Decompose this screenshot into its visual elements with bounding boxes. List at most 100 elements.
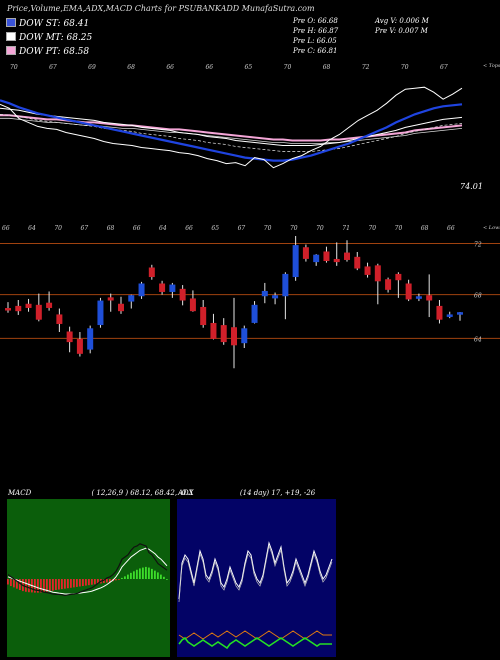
price-bottom-tick-label: 64: [28, 225, 36, 232]
minus-di-line: [178, 630, 332, 640]
macd-histogram-bar: [85, 579, 87, 586]
candle-body: [241, 328, 248, 344]
candle-body: [159, 283, 166, 292]
candle-body: [436, 305, 443, 320]
macd-histogram-bar: [40, 579, 42, 593]
price-bottom-tick-label: 66: [185, 225, 193, 232]
ema-top-tick-label: 67: [49, 64, 57, 71]
price-bottom-tick-label: 70: [368, 225, 376, 232]
macd-histogram-bar: [28, 579, 30, 593]
macd-histogram-bar: [88, 579, 90, 586]
macd-histogram-bar: [49, 579, 51, 592]
candle-body: [251, 304, 258, 323]
candle-body: [231, 327, 237, 346]
macd-histogram-bar: [61, 579, 63, 590]
macd-histogram-bar: [43, 579, 45, 593]
candle-body: [200, 306, 207, 326]
adx-header: ADX (14 day) 17, +19, -26: [178, 489, 315, 497]
macd-histogram-bar: [37, 579, 39, 593]
legend-label-pt: DOW PT: 68.58: [19, 47, 90, 57]
candle-body: [169, 284, 176, 292]
macd-histogram-bar: [70, 579, 72, 588]
stat-open: Pre O: 66.68: [293, 17, 338, 25]
candle-body: [261, 290, 268, 297]
macd-histogram-bar: [142, 567, 144, 579]
macd-histogram-bar: [58, 579, 60, 590]
candle-body: [179, 288, 186, 301]
candle-body: [313, 254, 320, 263]
candle-body: [128, 295, 135, 302]
macd-histogram-bar: [148, 567, 150, 579]
price-bottom-tick-label: 67: [238, 225, 246, 232]
ema-top-tick-label: 72: [362, 64, 370, 71]
macd-histogram-bar: [76, 579, 78, 587]
price-candle-panel: 66 64 70 67 68 66 64 66 65 67 70 70 70 71 70 70 68 66 < Lo…: [0, 225, 500, 369]
candle-body: [344, 252, 350, 260]
macd-histogram-bar: [109, 579, 111, 583]
stat-low: Pre L: 66.05: [293, 37, 337, 45]
ema-top-tick-label: 70: [10, 64, 18, 71]
candle-body: [220, 325, 227, 343]
macd-histogram-bar: [151, 568, 153, 579]
candle-body: [333, 258, 340, 263]
plus-di-line: [178, 636, 332, 650]
macd-histogram-bar: [115, 579, 117, 581]
macd-histogram-bar: [139, 568, 141, 579]
candle-body: [56, 314, 63, 324]
macd-histogram-bar: [25, 579, 27, 592]
candle-body: [76, 338, 83, 354]
price-edge-label: < Lows: [483, 225, 500, 231]
macd-histogram-bar: [145, 566, 147, 579]
stat-high: Pre H: 66.87: [293, 27, 339, 35]
macd-histogram-bar: [127, 574, 129, 579]
legend-item-dow-st: DOW ST: 68.41: [6, 18, 89, 29]
candle-body: [118, 303, 124, 312]
macd-histogram-bar: [55, 579, 57, 590]
candle-body: [395, 273, 402, 281]
macd-histogram-bar: [157, 572, 159, 579]
macd-line: [7, 543, 168, 597]
macd-histogram-bar: [91, 579, 93, 585]
macd-signal-line: [7, 547, 168, 595]
legend-item-dow-mt: DOW MT: 68.25: [6, 32, 92, 43]
price-y-tick-label: 72: [474, 241, 482, 248]
stat-close: Pre C: 66.81: [293, 47, 338, 55]
legend-label-st: DOW ST: 68.41: [19, 19, 90, 29]
ema-top-tick-label: 67: [440, 64, 448, 71]
candle-body: [323, 251, 330, 262]
macd-panel: [7, 499, 170, 657]
candle-body: [364, 266, 371, 275]
macd-histogram-bar: [13, 579, 15, 588]
price-bottom-tick-label: 64: [159, 225, 167, 232]
candle-body: [46, 302, 53, 308]
macd-histogram-bar: [133, 571, 135, 579]
macd-histogram-bar: [34, 579, 36, 593]
price-bottom-tick-label: 70: [54, 225, 62, 232]
adx-params: (14 day) 17, +19, -26: [239, 489, 316, 497]
price-bottom-tick-label: 66: [133, 225, 141, 232]
price-bottom-tick-label: 70: [264, 225, 272, 232]
ema-top-tick-label: 65: [245, 64, 253, 71]
price-bottom-tick-label: 70: [316, 225, 324, 232]
macd-params: ( 12,26,9 ) 68.12, 68.42, -0.3: [91, 489, 193, 497]
macd-histogram-bar: [46, 579, 48, 592]
ema-top-tick-label: 70: [284, 64, 292, 71]
candle-body: [15, 305, 22, 312]
ema-short-line: [0, 99, 463, 162]
ema-mid-dashed-line: [0, 113, 463, 152]
legend-item-dow-pt: DOW PT: 68.58: [6, 46, 89, 57]
ema-panel: 70 67 69 68 66 66 65 70 68 72 70 67 < Tops 74.01: [0, 63, 500, 191]
ema-top-tick-label: 69: [88, 64, 96, 71]
macd-histogram-bar: [166, 579, 168, 580]
candle-body: [66, 331, 73, 343]
macd-label: MACD: [8, 489, 32, 497]
legend-swatch-st: [6, 18, 16, 27]
candle-body: [35, 304, 42, 320]
macd-histogram-bar: [7, 579, 9, 585]
adx-shadow-line: [178, 544, 333, 603]
adx-line: [178, 541, 333, 600]
macd-histogram-bar: [136, 569, 138, 579]
macd-histogram-bar: [79, 579, 81, 587]
macd-histogram-bar: [73, 579, 75, 588]
macd-histogram-bar: [67, 579, 69, 589]
